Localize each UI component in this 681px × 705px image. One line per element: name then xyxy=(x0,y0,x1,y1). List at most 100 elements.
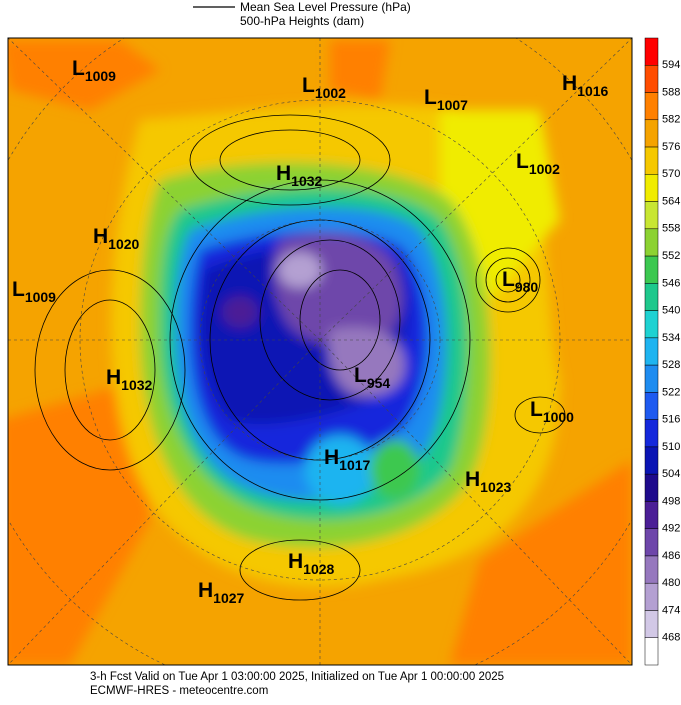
colorbar-label: 540 xyxy=(662,305,680,317)
pressure-center: H1016 xyxy=(562,72,609,99)
colorbar-label: 468 xyxy=(662,632,680,644)
colorbar-label: 474 xyxy=(662,604,680,616)
center-letter: L xyxy=(516,150,529,173)
colorbar-swatch xyxy=(644,283,659,311)
colorbar-label: 552 xyxy=(662,250,680,262)
colorbar: 594 588 582 576 570 564 558 552 546 540 534 528 522 5… xyxy=(644,37,680,666)
center-letter: H xyxy=(93,225,108,248)
center-letter: H xyxy=(288,550,303,573)
colorbar-swatch xyxy=(644,37,659,66)
colorbar-swatch xyxy=(644,528,659,557)
colorbar-label: 570 xyxy=(662,168,680,180)
center-letter: L xyxy=(302,74,315,97)
pressure-center: L1002 xyxy=(516,150,560,177)
center-value: 1023 xyxy=(480,479,511,495)
center-value: 1020 xyxy=(108,236,139,252)
colorbar-swatch xyxy=(644,119,659,148)
colorbar-swatch xyxy=(644,228,659,257)
footer-source: ECMWF-HRES - meteocentre.com xyxy=(90,685,268,697)
pressure-center: L1007 xyxy=(424,86,468,113)
colorbar-label: 594 xyxy=(662,59,680,71)
center-value: 1007 xyxy=(437,97,468,113)
center-letter: L xyxy=(424,86,437,109)
center-letter: L xyxy=(354,364,367,387)
colorbar-label: 510 xyxy=(662,441,680,453)
pressure-center: H1017 xyxy=(324,446,371,473)
center-value: 1000 xyxy=(543,409,574,425)
colorbar-swatch xyxy=(644,65,659,93)
pressure-center: H1023 xyxy=(465,468,512,495)
center-value: 1028 xyxy=(303,561,334,577)
colorbar-swatch xyxy=(644,337,659,366)
colorbar-label: 546 xyxy=(662,277,680,289)
pressure-center: L1000 xyxy=(530,398,574,425)
center-value: 1009 xyxy=(85,68,116,84)
legend-mslp: Mean Sea Level Pressure (hPa) xyxy=(240,0,411,14)
map-frame xyxy=(7,37,633,666)
footer-valid-time: 3-h Fcst Valid on Tue Apr 1 03:00:00 202… xyxy=(90,671,504,683)
colorbar-label: 528 xyxy=(662,359,680,371)
colorbar-swatch xyxy=(644,201,659,230)
center-value: 1009 xyxy=(25,289,56,305)
pressure-center: H1032 xyxy=(276,162,323,189)
colorbar-swatch xyxy=(644,419,659,448)
center-value: 980 xyxy=(515,279,539,295)
center-value: 1032 xyxy=(291,173,322,189)
center-value: 954 xyxy=(367,375,391,391)
colorbar-label: 504 xyxy=(662,468,680,480)
colorbar-swatch xyxy=(644,610,659,638)
center-letter: H xyxy=(465,468,480,491)
colorbar-swatch xyxy=(644,582,659,611)
pressure-center: H1020 xyxy=(93,225,140,252)
colorbar-swatch xyxy=(644,501,659,529)
pressure-center: L980 xyxy=(502,268,538,295)
center-letter: L xyxy=(72,57,85,80)
colorbar-label: 522 xyxy=(662,386,680,398)
colorbar-swatch xyxy=(644,637,659,666)
center-value: 1002 xyxy=(315,85,346,101)
center-letter: H xyxy=(562,72,577,95)
center-letter: H xyxy=(276,162,291,185)
pressure-center: L954 xyxy=(354,364,390,391)
colorbar-label: 558 xyxy=(662,223,680,235)
colorbar-swatch xyxy=(644,446,659,475)
colorbar-swatch xyxy=(644,473,659,502)
center-letter: L xyxy=(530,398,543,421)
center-value: 1027 xyxy=(213,590,244,606)
colorbar-label: 492 xyxy=(662,523,680,535)
colorbar-swatch xyxy=(644,174,659,202)
center-value: 1017 xyxy=(339,457,370,473)
colorbar-label: 588 xyxy=(662,86,680,98)
colorbar-label: 516 xyxy=(662,414,680,426)
pressure-centers: L1009 L1002 L1007 H1016 L1002 H1032 H102… xyxy=(12,57,609,606)
colorbar-swatch xyxy=(644,555,659,584)
colorbar-swatch xyxy=(644,364,659,393)
colorbar-label: 582 xyxy=(662,114,680,126)
colorbar-swatch xyxy=(644,146,659,175)
center-letter: H xyxy=(324,446,339,469)
pressure-center: H1032 xyxy=(106,366,153,393)
pressure-center: L1002 xyxy=(302,74,346,101)
colorbar-swatch xyxy=(644,392,659,420)
center-letter: L xyxy=(502,268,515,291)
colorbar-label: 576 xyxy=(662,141,680,153)
pressure-center: L1009 xyxy=(12,278,56,305)
colorbar-label: 534 xyxy=(662,332,680,344)
center-value: 1032 xyxy=(121,377,152,393)
legend-heights: 500-hPa Heights (dam) xyxy=(240,14,364,28)
colorbar-label: 486 xyxy=(662,550,680,562)
pressure-center: H1027 xyxy=(198,579,245,606)
center-value: 1002 xyxy=(529,161,560,177)
center-letter: H xyxy=(106,366,121,389)
colorbar-swatch xyxy=(644,255,659,284)
colorbar-label: 564 xyxy=(662,195,680,207)
pressure-center: L1009 xyxy=(72,57,116,84)
colorbar-label: 480 xyxy=(662,577,680,589)
center-letter: L xyxy=(12,278,25,301)
colorbar-swatch xyxy=(644,92,659,121)
center-value: 1016 xyxy=(577,83,608,99)
colorbar-swatch xyxy=(644,310,659,339)
